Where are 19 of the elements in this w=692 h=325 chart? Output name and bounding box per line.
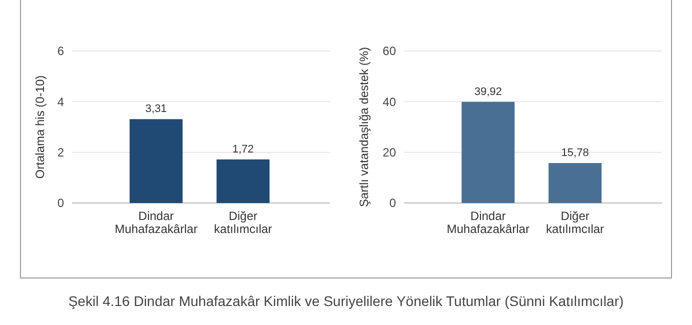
y-tick-label: 20 — [382, 146, 396, 160]
y-tick-label: 0 — [57, 196, 64, 210]
data-label: 15,78 — [561, 147, 589, 160]
data-label: 1,72 — [232, 143, 254, 156]
y-axis-title: Şartlı vatandaşlığa destek (%) — [357, 46, 371, 208]
text: Şekil 4.16 Dindar Muhafazakâr Kimlik ve Suriyelilere Yönelik Tutumlar (Sünni Katılımcılar) — [68, 293, 624, 309]
y-tick-label: 60 — [382, 44, 396, 58]
y-tick-label: 6 — [57, 44, 64, 58]
data-label: 3,31 — [145, 103, 167, 116]
x-tick-label: Diğer katılımcılar — [546, 209, 604, 236]
y-tick-label: 2 — [57, 146, 64, 160]
y-tick-label: 40 — [382, 94, 396, 109]
y-tick-label: 0 — [389, 196, 396, 210]
y-tick-label: 4 — [57, 94, 64, 109]
data-label: 39,92 — [474, 86, 502, 98]
x-tick-label: Diğer katılımcılar — [214, 209, 272, 236]
x-tick-label: Dindar Muhafazakârlar — [446, 209, 530, 236]
y-axis-title: Ortalama his (0-10) — [33, 75, 47, 179]
x-tick-label: Dindar Muhafazakârlar — [114, 209, 198, 236]
